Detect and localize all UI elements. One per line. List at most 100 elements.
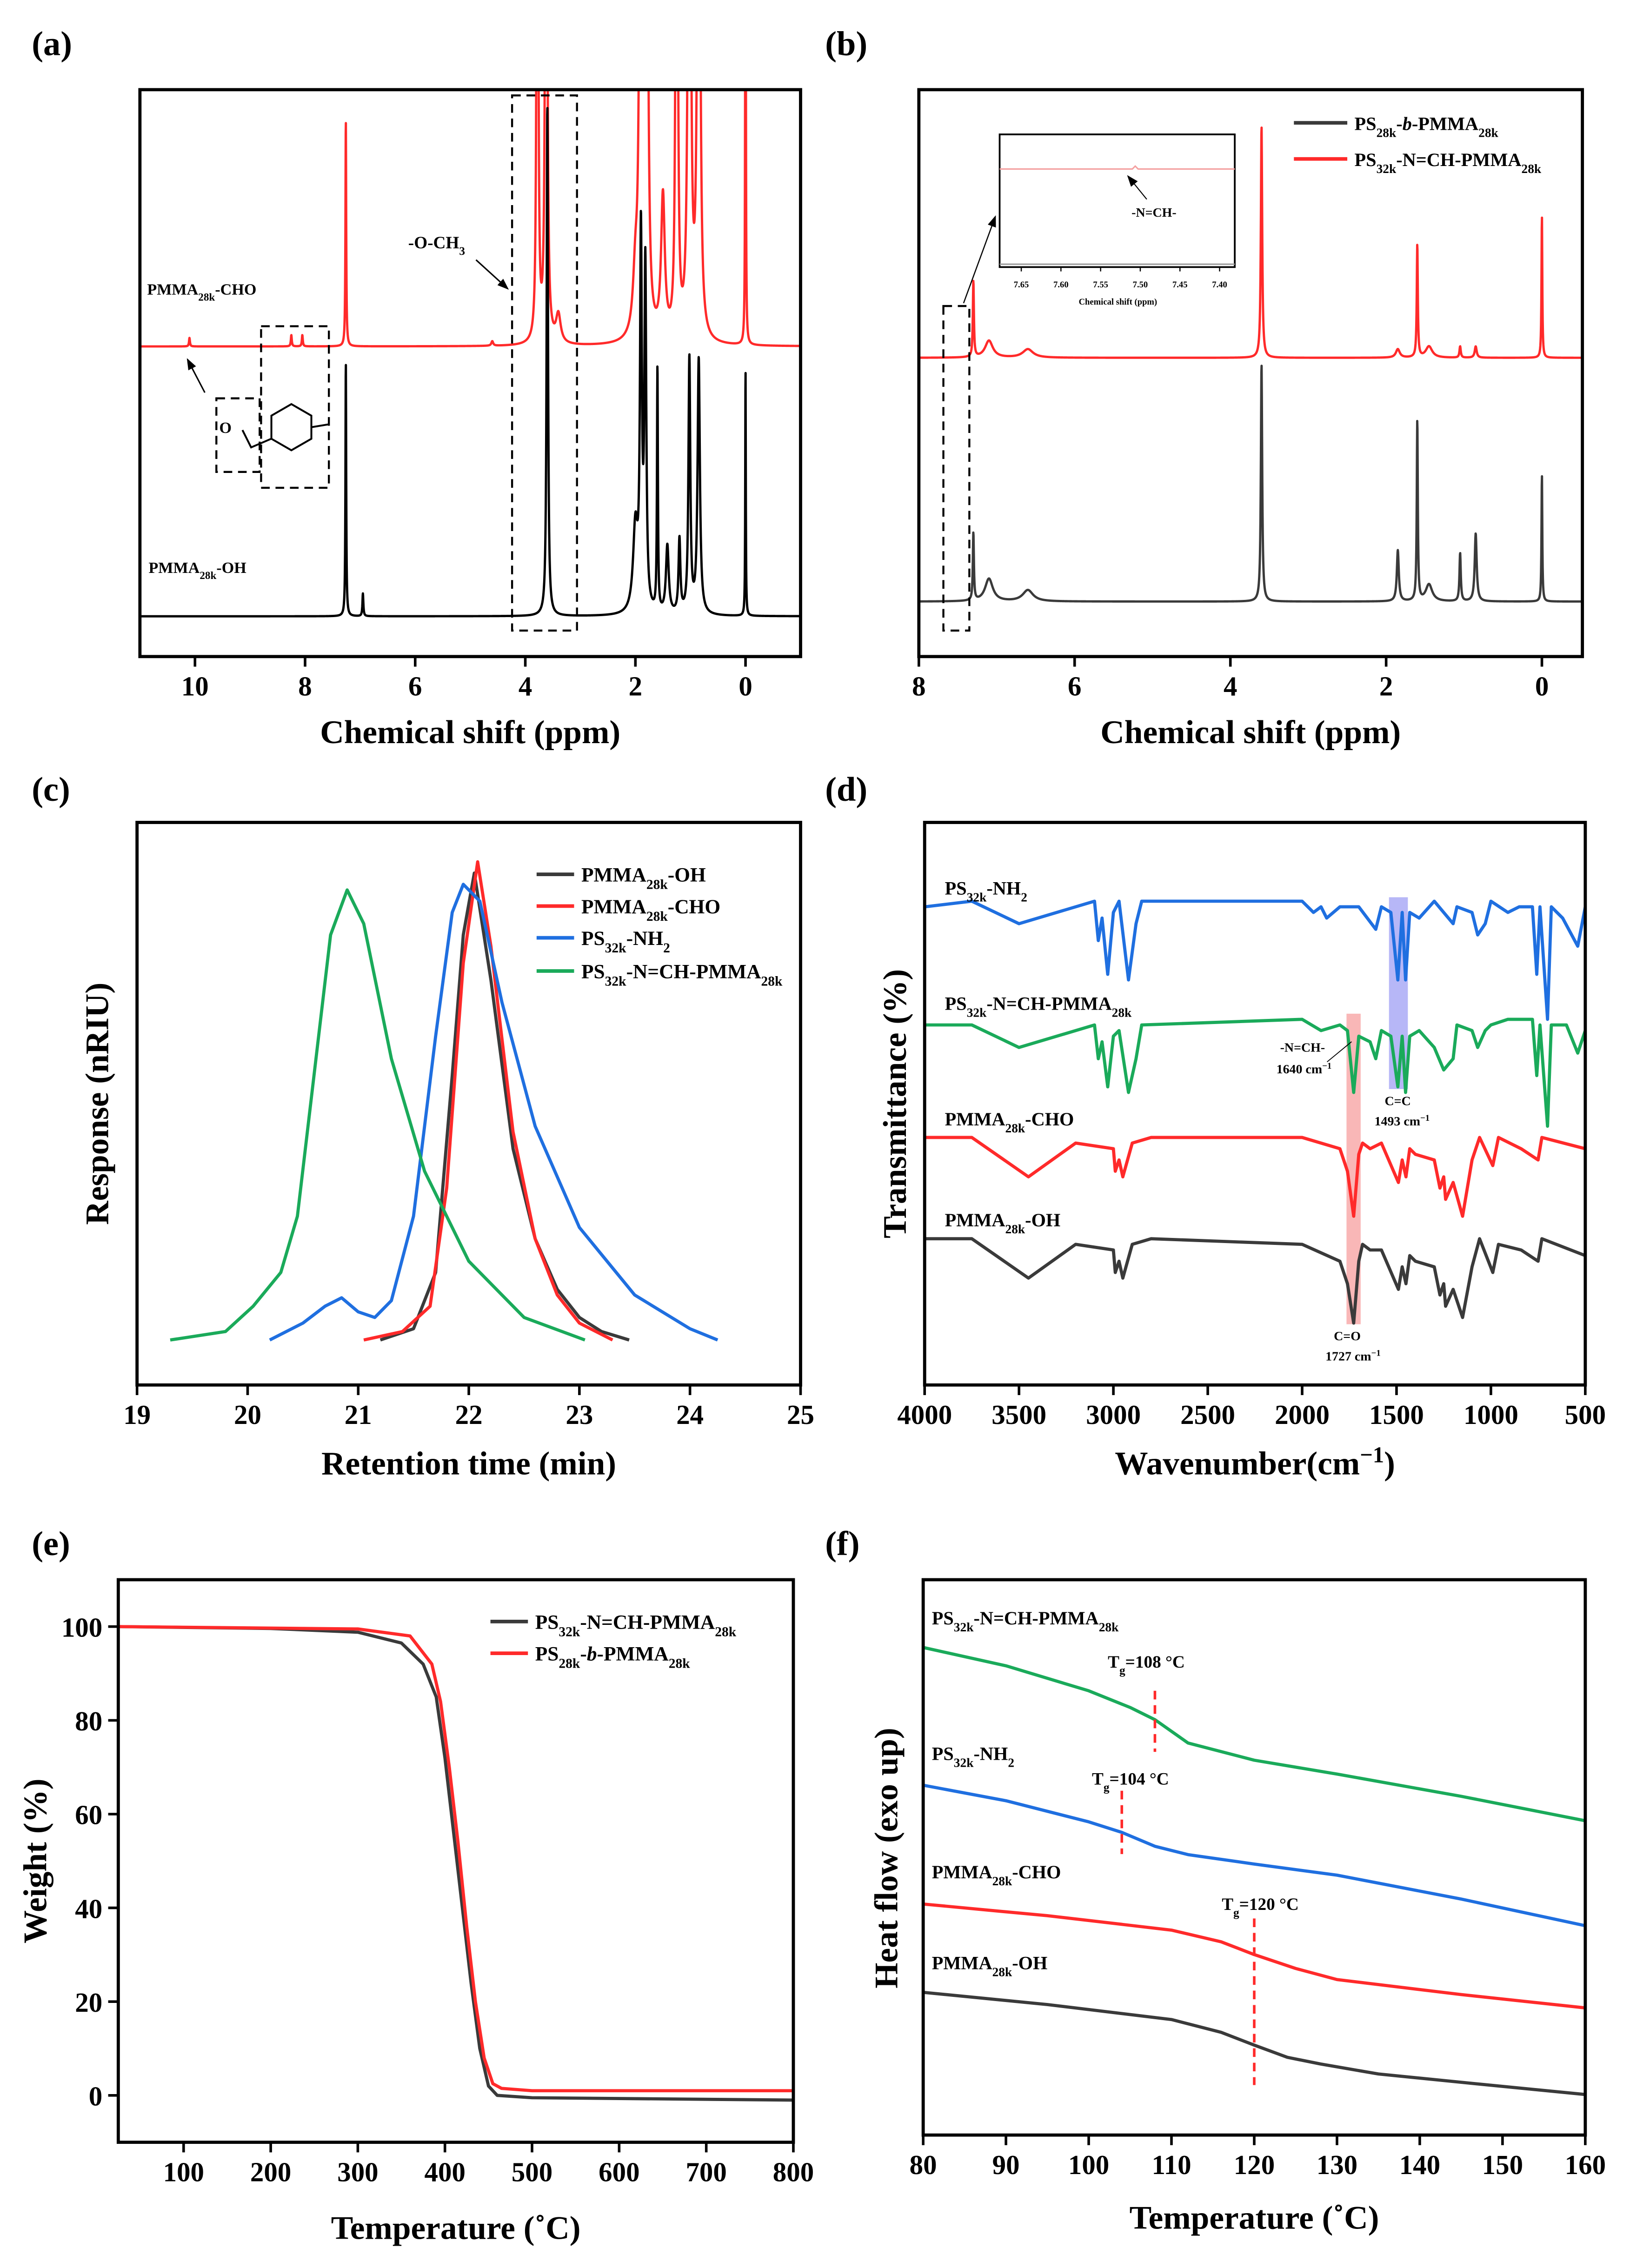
imine-dashed-box bbox=[942, 305, 971, 632]
legend-label-part: 32k bbox=[559, 1624, 580, 1639]
panel-c: (c)PMMA28k-OHPMMA28k-CHOPS32k-NH2PS32k-N… bbox=[32, 771, 814, 1482]
inset-red-trace bbox=[999, 165, 1235, 170]
legend-label-part: 32k bbox=[605, 974, 627, 989]
inset-arrow bbox=[963, 215, 996, 304]
trace-label-part: PS bbox=[932, 1743, 954, 1764]
tg-label-part: T bbox=[1108, 1653, 1119, 1672]
trace-label: PMMA28k-OH bbox=[945, 1210, 1061, 1236]
trace-label-part: 28k bbox=[200, 570, 216, 582]
trace-label-part: -CHO bbox=[1012, 1862, 1061, 1882]
legend-label-part: 28k bbox=[669, 1656, 691, 1671]
x-tick-label: 23 bbox=[566, 1399, 593, 1430]
plot-frame bbox=[917, 88, 1584, 658]
inset-tick-label: 7.65 bbox=[1014, 280, 1029, 290]
cc-wavenumber-part: −1 bbox=[1420, 1113, 1430, 1123]
panel-f: (f) PS32k-N=CH-PMMA28k PS32k-NH2 PMMA28k-CH… bbox=[825, 1525, 1606, 2236]
legend-label-part: 2 bbox=[663, 941, 670, 956]
trace-label-part: 28k bbox=[992, 1965, 1012, 1979]
trace-label-part: 28k bbox=[992, 1874, 1012, 1888]
oxygen-label-part: O bbox=[219, 419, 232, 437]
cc-wavenumber: 1493 cm−1 bbox=[1375, 1113, 1430, 1129]
y-tick-label: 0 bbox=[89, 2081, 102, 2112]
inset-tick-label: 7.40 bbox=[1212, 280, 1227, 290]
trace-label-part: -OH bbox=[216, 559, 246, 577]
cc-label-part: C=C bbox=[1385, 1094, 1411, 1108]
series-line bbox=[140, 89, 801, 348]
legend-label-part: 28k bbox=[761, 974, 783, 989]
legend-label-part: 28k bbox=[646, 878, 668, 892]
series-line bbox=[925, 1136, 1585, 1218]
x-tick-label: 4 bbox=[519, 671, 532, 702]
trace-label-part: 32k bbox=[967, 1006, 987, 1020]
trace-label-part: -CHO bbox=[215, 281, 256, 298]
methoxy-label-part: 3 bbox=[459, 245, 465, 258]
y-axis-label: Transmittance (%) bbox=[877, 969, 913, 1238]
x-tick-label: 1000 bbox=[1464, 1399, 1518, 1430]
trace-label-part: 28k bbox=[1112, 1006, 1132, 1020]
oxygen-label: O bbox=[219, 419, 232, 437]
legend-label-part: 28k bbox=[1377, 126, 1397, 140]
x-tick-label: 6 bbox=[408, 671, 422, 702]
y-tick-label: 60 bbox=[75, 1800, 102, 1830]
trace-label: PS32k-N=CH-PMMA28k bbox=[932, 1608, 1119, 1634]
trace-label-part: 28k bbox=[1099, 1620, 1119, 1634]
legend-label-part: PMMA bbox=[581, 864, 646, 886]
panel-label: (c) bbox=[32, 771, 70, 809]
panel-d: (d)PS32k-NH2PS32k-N=CH-PMMA28kPMMA28k-CH… bbox=[825, 771, 1606, 1482]
panel-label: (f) bbox=[825, 1525, 859, 1563]
x-tick-label: 6 bbox=[1068, 671, 1081, 702]
co-wavenumber-part: −1 bbox=[1371, 1348, 1381, 1358]
x-axis-label: Wavenumber(cm−1) bbox=[1115, 1443, 1395, 1482]
trace-label-part: 28k bbox=[1005, 1222, 1025, 1236]
x-tick-label: 500 bbox=[512, 2156, 552, 2187]
benzaldehyde-structure-icon: O bbox=[219, 403, 329, 452]
legend-label-part: -PMMA bbox=[597, 1643, 669, 1665]
y-tick-label: 40 bbox=[75, 1893, 102, 1924]
trace-label-part: -OH bbox=[1025, 1210, 1060, 1230]
trace-label: PS32k-N=CH-PMMA28k bbox=[945, 993, 1132, 1020]
x-axis-label: Chemical shift (ppm) bbox=[1100, 714, 1401, 751]
series-line bbox=[140, 107, 801, 618]
trace-label: PMMA28k-CHO bbox=[932, 1862, 1061, 1888]
x-tick-label: 600 bbox=[599, 2156, 639, 2187]
y-tick-label: 80 bbox=[75, 1706, 102, 1736]
trace-label-part: 32k bbox=[967, 891, 987, 905]
tg-label: Tg=108 °C bbox=[1108, 1653, 1185, 1677]
trace-label-part: PMMA bbox=[945, 1210, 1005, 1230]
legend-label-part: PS bbox=[581, 927, 605, 950]
x-tick-label: 19 bbox=[123, 1399, 151, 1430]
trace-label-part: -N=CH-PMMA bbox=[986, 993, 1111, 1014]
series-line bbox=[269, 883, 719, 1342]
trace-label: PMMA28k-CHO bbox=[147, 281, 256, 303]
trace-label: PS32k-NH2 bbox=[932, 1743, 1014, 1770]
x-axis-label-part: Wavenumber(cm bbox=[1115, 1445, 1360, 1482]
x-tick-label: 80 bbox=[910, 2149, 937, 2180]
imine-label-part: -N=CH- bbox=[1280, 1041, 1325, 1055]
x-tick-label: 400 bbox=[425, 2156, 466, 2187]
legend-label-part: -N=CH-PMMA bbox=[626, 961, 762, 983]
x-tick-label: 22 bbox=[455, 1399, 483, 1430]
legend-label-part: PS bbox=[1355, 113, 1377, 134]
legend-label-part: PS bbox=[535, 1643, 559, 1665]
trace-label-part: 28k bbox=[1005, 1121, 1025, 1135]
trace-label-part: 32k bbox=[954, 1756, 974, 1770]
inset-frame bbox=[998, 133, 1236, 268]
inset-annotation-arrow bbox=[1127, 175, 1147, 200]
legend-label: PMMA28k-OH bbox=[581, 864, 706, 892]
legend-label-part: -OH bbox=[668, 864, 706, 886]
inset-plot: 7.65 7.60 7.55 7.50 7.45 7.40 Chemical shift (… bbox=[998, 133, 1236, 307]
trace-label-part: 2 bbox=[1008, 1756, 1014, 1770]
series-line bbox=[918, 365, 1583, 603]
legend-label-part: 28k bbox=[559, 1656, 580, 1671]
trace-label-part: -OH bbox=[1012, 1952, 1047, 1973]
co-label-part: C=O bbox=[1334, 1329, 1361, 1344]
inset-tick-label: 7.60 bbox=[1053, 280, 1069, 290]
x-tick-label: 100 bbox=[1068, 2149, 1109, 2180]
x-tick-label: 150 bbox=[1482, 2149, 1523, 2180]
trace-label: PMMA28k-CHO bbox=[945, 1109, 1074, 1135]
methoxy-arrow bbox=[475, 259, 509, 290]
tg-label: Tg=104 °C bbox=[1092, 1769, 1169, 1794]
x-tick-label: 140 bbox=[1399, 2149, 1440, 2180]
